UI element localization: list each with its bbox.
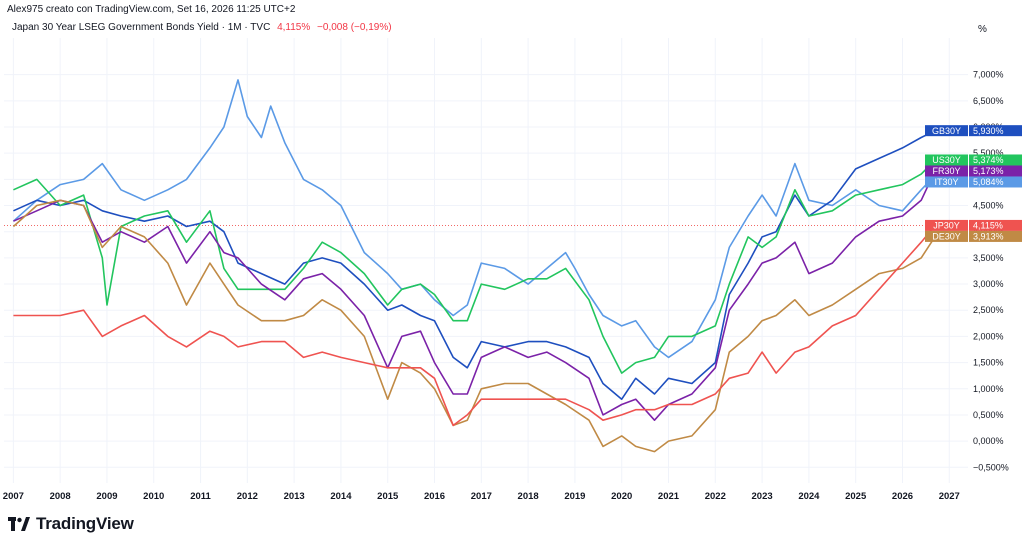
series-line-us30y[interactable]	[13, 159, 936, 374]
series-line-it30y[interactable]	[12, 79, 936, 359]
x-tick-label: 2025	[845, 491, 867, 502]
tag-name-bg-us30y	[925, 154, 968, 166]
tag-value-bg-jp30y	[969, 219, 1022, 231]
tag-name-us30y: US30Y	[932, 155, 961, 165]
x-tick-label: 2021	[658, 491, 680, 502]
tag-value-bg-de30y	[969, 230, 1022, 242]
tag-name-bg-fr30y	[925, 165, 968, 177]
tag-value-us30y: 5,374%	[973, 155, 1004, 165]
symbol-name: Japan 30 Year LSEG Government Bonds Yiel…	[12, 22, 271, 33]
x-tick-label: 2012	[237, 491, 258, 502]
x-tick-label: 2013	[284, 491, 305, 502]
tag-value-it30y: 5,084%	[973, 177, 1004, 187]
x-tick-label: 2023	[752, 491, 773, 502]
series-line-fr30y[interactable]	[13, 170, 936, 422]
y-tick-label: 0,500%	[973, 410, 1004, 420]
y-tick-label: 7,000%	[973, 70, 1004, 80]
x-tick-label: 2019	[564, 491, 585, 502]
last-value: 4,115%	[277, 22, 311, 33]
x-tick-label: 2022	[705, 491, 726, 502]
tag-value-bg-gb30y	[969, 125, 1022, 137]
x-tick-label: 2024	[798, 491, 820, 502]
tag-name-bg-de30y	[925, 230, 968, 242]
tradingview-brand: TradingView	[8, 514, 134, 534]
tag-value-de30y: 3,913%	[973, 232, 1004, 242]
x-tick-label: 2014	[330, 491, 352, 502]
symbol-legend: Japan 30 Year LSEG Government Bonds Yiel…	[12, 22, 392, 33]
y-tick-label: 2,000%	[973, 331, 1004, 341]
x-tick-label: 2018	[518, 491, 539, 502]
tradingview-logo-icon	[8, 517, 30, 531]
x-tick-label: 2008	[50, 491, 71, 502]
x-tick-label: 2027	[939, 491, 960, 502]
series-line-jp30y[interactable]	[13, 224, 936, 427]
x-tick-label: 2026	[892, 491, 913, 502]
tag-value-jp30y: 4,115%	[973, 221, 1003, 231]
x-tick-label: 2017	[471, 491, 492, 502]
x-tick-label: 2011	[190, 491, 211, 502]
tag-name-bg-jp30y	[925, 219, 968, 231]
tag-value-bg-fr30y	[969, 165, 1022, 177]
y-tick-label: 0,000%	[973, 436, 1004, 446]
tag-name-de30y: DE30Y	[932, 232, 961, 242]
series-line-gb30y[interactable]	[13, 129, 936, 401]
x-tick-label: 2009	[96, 491, 117, 502]
y-tick-label: 1,000%	[973, 384, 1004, 394]
x-tick-label: 2015	[377, 491, 399, 502]
x-tick-label: 2016	[424, 491, 445, 502]
y-tick-label: 1,500%	[973, 358, 1004, 368]
price-scale-unit: %	[978, 24, 987, 35]
tag-name-bg-it30y	[925, 176, 968, 188]
tag-name-gb30y: GB30Y	[932, 126, 961, 136]
y-tick-label: −0,500%	[973, 462, 1009, 472]
x-tick-label: 2020	[611, 491, 632, 502]
tag-value-bg-us30y	[969, 154, 1022, 166]
y-tick-label: 3,000%	[973, 279, 1004, 289]
series-line-de30y[interactable]	[12, 199, 936, 453]
y-tick-label: 6,500%	[973, 96, 1004, 106]
x-tick-label: 2010	[143, 491, 164, 502]
tag-name-jp30y: JP30Y	[933, 221, 960, 231]
y-tick-label: 4,500%	[973, 201, 1004, 211]
tag-name-it30y: IT30Y	[934, 177, 958, 187]
tag-value-gb30y: 5,930%	[973, 126, 1004, 136]
y-tick-label: 5,500%	[973, 148, 1004, 158]
x-tick-label: 2007	[3, 491, 24, 502]
tag-value-fr30y: 5,173%	[973, 166, 1004, 176]
tag-value-bg-it30y	[969, 176, 1022, 188]
brand-name: TradingView	[36, 514, 134, 533]
tag-name-bg-gb30y	[925, 125, 968, 137]
change-value: −0,008 (−0,19%)	[317, 22, 392, 33]
tag-name-fr30y: FR30Y	[932, 166, 960, 176]
y-tick-label: 3,500%	[973, 253, 1004, 263]
chart-credit: Alex975 creato con TradingView.com, Set …	[7, 4, 296, 15]
y-tick-label: 2,500%	[973, 305, 1004, 315]
